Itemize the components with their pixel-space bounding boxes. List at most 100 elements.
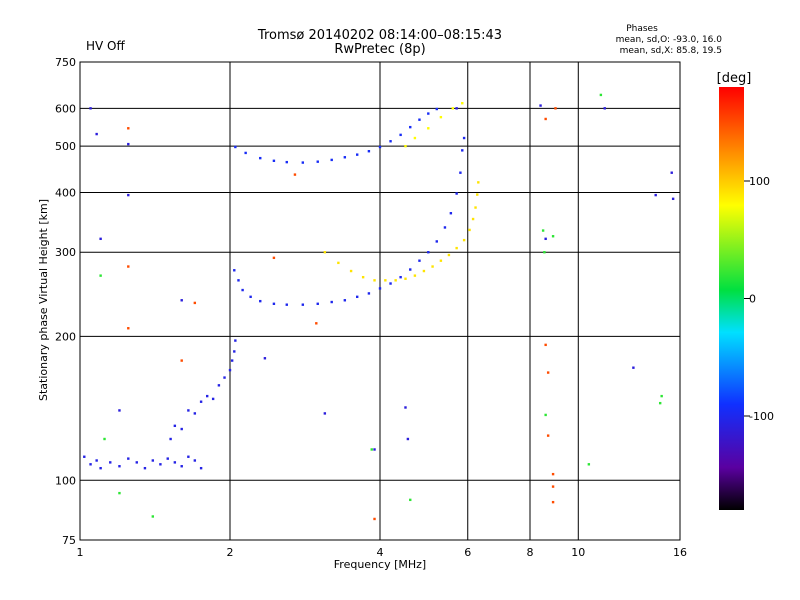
data-point xyxy=(151,515,155,518)
data-point xyxy=(316,302,319,305)
colorbar xyxy=(719,87,744,510)
data-point xyxy=(259,299,262,303)
data-point xyxy=(230,359,234,362)
data-point xyxy=(409,268,412,271)
data-point xyxy=(151,459,155,462)
data-point xyxy=(551,472,555,476)
data-point xyxy=(476,193,479,196)
data-point xyxy=(658,401,662,405)
data-point xyxy=(455,246,458,250)
data-point xyxy=(316,160,319,163)
data-point xyxy=(587,463,591,466)
data-point xyxy=(409,125,412,129)
data-point xyxy=(427,127,430,130)
data-point xyxy=(409,498,412,502)
data-point xyxy=(315,322,318,325)
data-point xyxy=(370,448,373,451)
data-point xyxy=(461,101,464,105)
x-tick-label: 10 xyxy=(571,546,585,559)
x-tick-label: 1 xyxy=(77,546,84,559)
y-tick-label: 300 xyxy=(55,246,76,259)
data-point xyxy=(83,455,86,458)
data-point xyxy=(427,251,430,254)
data-point xyxy=(199,466,203,470)
data-point xyxy=(378,287,382,290)
data-point xyxy=(272,159,276,162)
data-point xyxy=(118,465,121,468)
data-point xyxy=(418,259,421,262)
data-point xyxy=(551,235,555,238)
data-point xyxy=(603,107,606,110)
data-point xyxy=(193,412,197,415)
data-point xyxy=(413,274,417,277)
y-axis-label: Stationary phase Virtual Height [km] xyxy=(37,199,50,401)
data-point xyxy=(443,226,447,229)
data-point xyxy=(599,93,603,97)
data-point xyxy=(355,153,359,156)
data-point xyxy=(127,142,130,146)
data-point xyxy=(455,107,458,110)
plot-frame xyxy=(79,61,681,541)
data-point xyxy=(323,412,327,415)
data-point xyxy=(406,437,410,441)
x-axis-label: Frequency [MHz] xyxy=(334,558,426,571)
data-point xyxy=(451,107,455,110)
data-point xyxy=(551,485,555,488)
data-point xyxy=(187,455,190,458)
data-point xyxy=(439,115,443,119)
data-point xyxy=(228,368,232,372)
data-point xyxy=(671,197,675,201)
data-point xyxy=(180,359,183,362)
data-point xyxy=(471,217,475,221)
data-point xyxy=(211,397,215,401)
y-tick-label: 75 xyxy=(62,534,76,547)
data-point xyxy=(361,275,365,279)
data-point xyxy=(285,160,288,164)
data-point xyxy=(543,251,546,254)
data-point xyxy=(551,500,555,504)
data-point xyxy=(135,461,138,464)
data-point xyxy=(544,117,547,121)
data-point xyxy=(180,465,183,468)
x-tick-label: 4 xyxy=(377,546,384,559)
data-point xyxy=(180,299,183,302)
data-point xyxy=(205,394,209,398)
data-point xyxy=(435,240,438,243)
data-point xyxy=(554,107,557,110)
x-tick-label: 2 xyxy=(227,546,234,559)
data-point xyxy=(337,261,340,265)
data-point xyxy=(285,303,288,306)
data-point xyxy=(301,161,305,164)
data-point xyxy=(233,350,236,353)
data-point xyxy=(272,256,276,260)
data-point xyxy=(632,366,635,369)
data-point xyxy=(259,156,262,160)
data-point xyxy=(99,466,102,470)
data-point xyxy=(99,237,102,241)
data-point xyxy=(109,461,112,464)
data-point xyxy=(384,279,387,282)
data-point xyxy=(660,394,663,398)
data-point xyxy=(474,206,477,209)
data-point xyxy=(217,384,221,387)
data-point xyxy=(367,150,371,153)
data-point xyxy=(546,434,550,437)
y-tick-label: 400 xyxy=(55,186,76,199)
data-point xyxy=(399,275,402,279)
data-point xyxy=(127,265,130,268)
data-point xyxy=(89,463,92,466)
data-point xyxy=(468,228,471,232)
data-point xyxy=(389,140,392,143)
data-point xyxy=(234,339,237,342)
chart-subtitle: RwPretec (8p) xyxy=(334,42,425,57)
data-point xyxy=(449,212,453,215)
data-point xyxy=(462,238,466,242)
stats-line-x: mean, sd,X: 85.8, 19.5 xyxy=(620,46,722,56)
data-point xyxy=(293,173,297,176)
data-point xyxy=(546,371,550,374)
data-point xyxy=(378,145,382,149)
data-point xyxy=(654,193,657,197)
data-point xyxy=(447,253,451,257)
data-point xyxy=(404,406,407,409)
